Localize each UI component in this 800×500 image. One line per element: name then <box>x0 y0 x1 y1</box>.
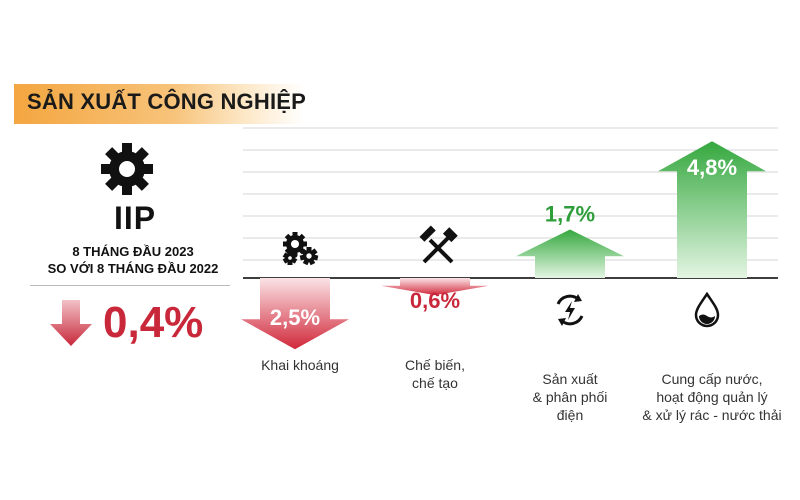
water-drop-icon <box>694 291 720 328</box>
category-label-line: Chế biến, <box>405 357 465 373</box>
bar-arrow-2 <box>381 278 489 296</box>
bar-arrow-4 <box>658 141 766 278</box>
bar-arrow-1 <box>241 278 349 350</box>
gears-icon <box>282 232 319 266</box>
category-label-line: & xử lý rác - nước thải <box>642 407 782 423</box>
category-label-4: Cung cấp nước, hoạt động quản lý & xử lý r… <box>627 370 797 424</box>
category-label-3: Sản xuất & phân phối điện <box>515 370 625 424</box>
bar-value-label-1: 2,5% <box>270 305 320 330</box>
section-header-bar <box>14 84 304 124</box>
category-label-1: Khai khoáng <box>245 356 355 374</box>
tools-icon <box>419 225 458 264</box>
category-label-line: chế tạo <box>412 375 458 391</box>
category-label-line: Khai khoáng <box>261 357 339 373</box>
bar-value-label-3: 1,7% <box>545 202 595 227</box>
bar-arrow-3 <box>516 229 624 278</box>
section-title: SẢN XUẤT CÔNG NGHIỆP <box>27 89 307 114</box>
category-label-line: điện <box>556 407 584 423</box>
iip-title: IIP <box>113 200 157 236</box>
iip-period-line2: SO VỚI 8 THÁNG ĐẦU 2022 <box>47 261 219 276</box>
iip-value: 0,4% <box>103 298 204 347</box>
iip-period-line1: 8 THÁNG ĐẦU 2023 <box>72 244 194 259</box>
category-label-line: & phân phối <box>532 389 608 405</box>
category-label-2: Chế biến, chế tạo <box>380 356 490 392</box>
power-icon <box>556 294 584 326</box>
bar-value-label-4: 4,8% <box>687 155 737 180</box>
iip-gear-icon <box>101 143 153 195</box>
iip-down-arrow-icon <box>50 300 92 346</box>
category-label-line: Sản xuất <box>542 371 598 387</box>
bar-value-label-2: 0,6% <box>410 288 460 313</box>
iip-divider <box>30 285 230 286</box>
category-label-line: Cung cấp nước, <box>661 371 763 387</box>
category-label-line: hoạt động quản lý <box>656 389 768 405</box>
